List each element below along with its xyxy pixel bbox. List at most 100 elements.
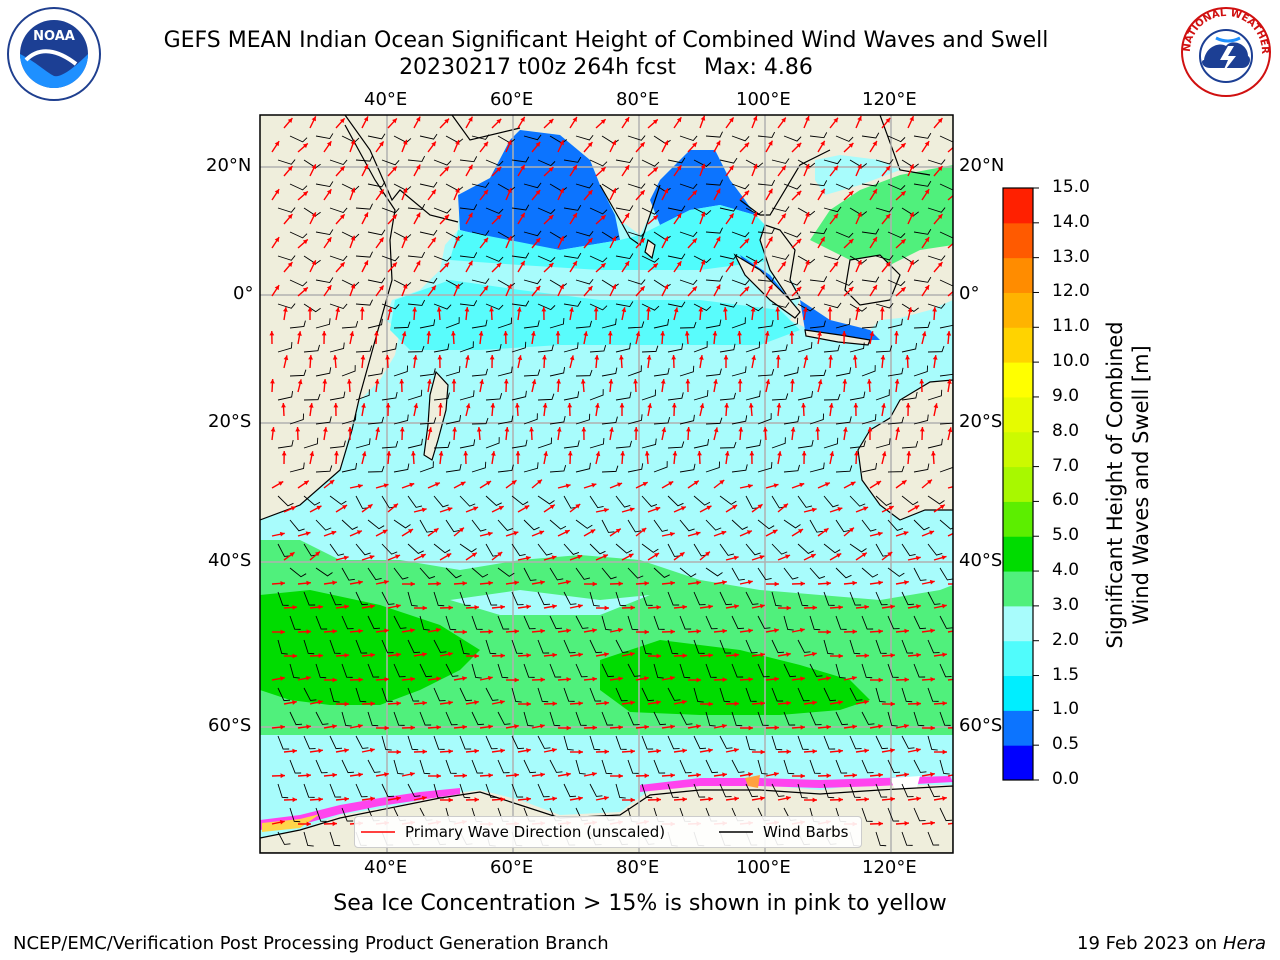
wave-arrow-head [916, 701, 921, 707]
wind-barb [367, 759, 381, 773]
wave-arrow-head [591, 771, 597, 777]
wave-arrow-head [318, 604, 323, 610]
wave-arrow-head [274, 285, 280, 291]
wave-arrow-head [462, 724, 467, 730]
wave-arrow-head [774, 676, 779, 682]
wave-arrow-head [708, 796, 713, 802]
wind-barb [783, 567, 799, 580]
wave-arrow-head [624, 261, 630, 267]
wind-barb [433, 735, 445, 750]
wind-barb [289, 711, 303, 726]
max-value: Max: 4.86 [704, 55, 813, 80]
wave-arrow-head [751, 355, 756, 361]
wind-barb [887, 135, 906, 143]
wind-barb [407, 735, 419, 751]
wind-barb [719, 301, 738, 308]
wave-arrow-head [909, 164, 914, 170]
wind-barb [419, 229, 438, 236]
wind-barb [731, 567, 745, 581]
wind-barb [849, 639, 861, 655]
wave-arrow-head [308, 355, 313, 360]
wave-arrow-head [969, 749, 973, 754]
wave-arrow-head [436, 773, 441, 779]
wave-arrow-head [311, 116, 316, 122]
wave-arrow-head [932, 355, 938, 360]
wind-barb [329, 303, 348, 310]
wave-arrow-head [652, 119, 658, 125]
wave-arrow-head [592, 628, 597, 633]
wave-arrow-head [448, 605, 453, 611]
wind-barb [641, 687, 655, 702]
wind-barb [875, 783, 888, 798]
wave-arrow-head [409, 771, 415, 777]
wind-barb [485, 591, 498, 606]
wave-arrow-head [765, 379, 771, 385]
wave-arrow-head [785, 795, 791, 801]
wave-arrow-head [344, 701, 349, 707]
wave-arrow-head [696, 724, 701, 729]
wave-arrow-head [700, 211, 706, 217]
wind-barb [615, 440, 632, 449]
wave-arrow-head [448, 700, 453, 706]
wind-barb [731, 519, 748, 530]
wave-arrow-head [479, 379, 484, 385]
wind-barb [679, 279, 698, 286]
wave-arrow-head [609, 427, 614, 432]
wave-arrow-head [539, 723, 545, 729]
wave-arrow-head [888, 506, 894, 511]
graticule [260, 115, 953, 853]
wave-arrow-head [415, 260, 421, 266]
wave-arrow-head [359, 307, 365, 312]
wave-arrow-head [422, 652, 427, 657]
wave-arrow-head [790, 427, 796, 432]
wind-barb [615, 543, 633, 554]
wind-barb [861, 663, 873, 679]
wind-barb [601, 519, 615, 533]
wind-barb [459, 687, 473, 702]
wave-arrow-head [535, 237, 541, 243]
wave-arrow-head [297, 331, 302, 336]
wind-barb [757, 663, 770, 678]
wave-arrow-head [946, 379, 952, 384]
wind-barb [797, 543, 814, 554]
wind-barb [549, 318, 565, 329]
wind-barb [966, 520, 982, 528]
wind-barb [901, 207, 919, 216]
wind-barb [641, 207, 660, 215]
wind-barb [471, 711, 485, 726]
wind-barb [693, 783, 706, 798]
wave-arrow-head [887, 551, 893, 557]
wind-barb [459, 341, 474, 353]
wind-barb [355, 203, 373, 210]
wave-arrow-head [526, 653, 531, 658]
wind-barb [835, 135, 854, 142]
wind-barb [757, 759, 768, 775]
wind-barb [887, 279, 906, 287]
wave-arrow-head [764, 331, 770, 336]
wave-arrow-head [487, 675, 493, 681]
wind-barb [289, 519, 305, 532]
wave-arrow-head [402, 187, 408, 193]
wind-barb [783, 317, 799, 329]
wave-arrow-head [551, 555, 557, 560]
wind-barb [367, 663, 380, 678]
wave-arrow-head [692, 142, 697, 148]
wind-barb [809, 663, 823, 677]
colorbar-segment [1003, 362, 1033, 398]
wave-arrow-head [748, 725, 753, 731]
wind-barb [277, 687, 291, 702]
wind-barb [329, 207, 348, 214]
wind-barb [849, 735, 862, 750]
wave-arrow-head [799, 627, 805, 633]
wind-barb [693, 687, 704, 703]
wave-arrow-head [811, 651, 817, 657]
wind-barb [797, 390, 814, 401]
wind-barb [341, 807, 354, 822]
wave-arrow-head [608, 379, 614, 384]
wave-arrow-head [437, 355, 443, 360]
wind-barb [913, 663, 926, 678]
wind-barb [485, 393, 503, 401]
wind-barb [615, 783, 626, 799]
wave-arrow-head [611, 236, 616, 242]
wind-barb [913, 365, 929, 377]
